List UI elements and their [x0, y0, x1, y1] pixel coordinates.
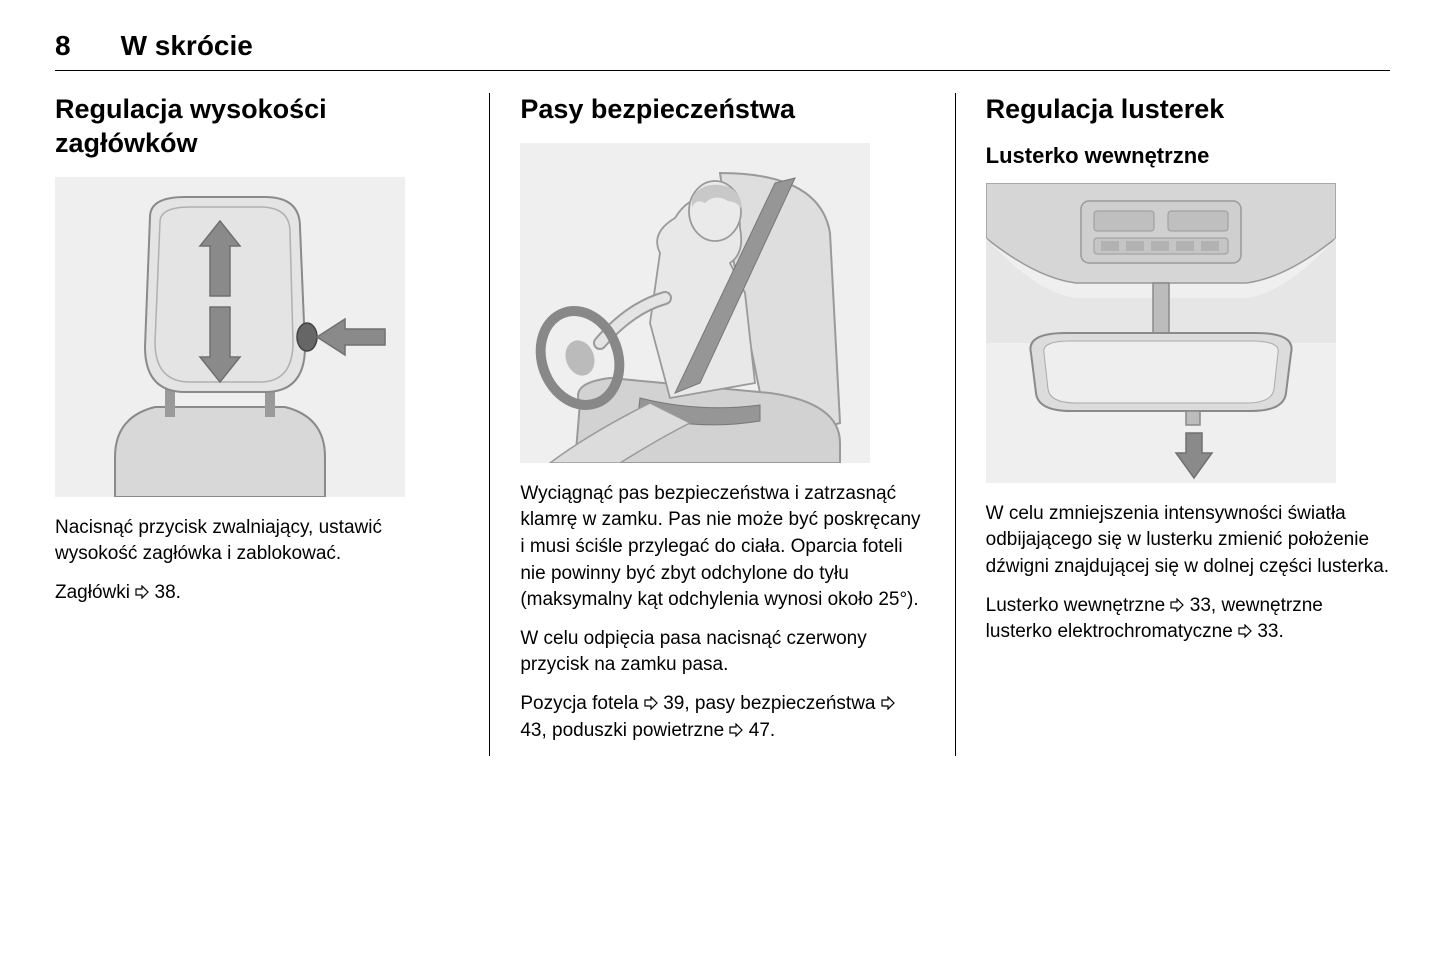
col2-p3-m2: , poduszki powietrzne: [541, 720, 729, 741]
col2-title: Pasy bezpieczeństwa: [520, 93, 924, 127]
page-header: 8 W skrócie: [55, 30, 1390, 71]
section-title: W skrócie: [121, 30, 253, 62]
col2-p2: W celu odpięcia pasa nacisnąć czerwony p…: [520, 626, 924, 679]
col2-ref2: 43: [520, 720, 541, 741]
col1-p2: Zagłówki 38.: [55, 580, 459, 607]
col2-ref3: 47: [749, 720, 770, 741]
col2-ref1: 39: [663, 693, 684, 714]
col3-p2-after: .: [1278, 621, 1283, 642]
col3-subtitle: Lusterko wewnętrzne: [986, 143, 1390, 169]
ref-arrow-icon: [729, 723, 743, 737]
column-seatbelt: Pasy bezpieczeństwa: [489, 93, 954, 756]
column-mirror: Regulacja lusterek Lusterko wewnętrzne: [955, 93, 1390, 756]
ref-arrow-icon: [1170, 598, 1184, 612]
headrest-illustration: [55, 177, 405, 497]
col1-title: Regulacja wysokości zagłówków: [55, 93, 459, 161]
col2-p1: Wyciągnąć pas bezpieczeństwa i zatrzasną…: [520, 481, 924, 614]
col1-ref1: 38: [155, 582, 176, 603]
page-number: 8: [55, 30, 71, 62]
col1-p2-pre: Zagłówki: [55, 582, 135, 603]
col3-p2: Lusterko wewnętrzne 33, wewnętrzne luste…: [986, 593, 1390, 646]
col2-p3-m1: , pasy bezpieczeństwa: [684, 693, 880, 714]
mirror-illustration: [986, 183, 1336, 483]
seatbelt-illustration: [520, 143, 870, 463]
col2-p3-t1: Pozycja fotela: [520, 693, 644, 714]
column-headrest: Regulacja wysokości zagłówków: [55, 93, 489, 756]
content-columns: Regulacja wysokości zagłówków: [55, 93, 1390, 756]
col3-ref2: 33: [1257, 621, 1278, 642]
ref-arrow-icon: [1238, 624, 1252, 638]
ref-arrow-icon: [881, 696, 895, 710]
col1-p1: Nacisnąć przycisk zwalniający, ustawić w…: [55, 515, 459, 568]
col3-ref1: 33: [1190, 595, 1211, 616]
col2-p3: Pozycja fotela 39, pasy bezpieczeństwa 4…: [520, 691, 924, 744]
ref-arrow-icon: [644, 696, 658, 710]
col3-title: Regulacja lusterek: [986, 93, 1390, 127]
col3-p1: W celu zmniejszenia intensywności światł…: [986, 501, 1390, 581]
ref-arrow-icon: [135, 585, 149, 599]
col2-p3-after: .: [770, 720, 775, 741]
col1-p2-after: .: [176, 582, 181, 603]
col3-p2-t1: Lusterko wewnętrzne: [986, 595, 1171, 616]
